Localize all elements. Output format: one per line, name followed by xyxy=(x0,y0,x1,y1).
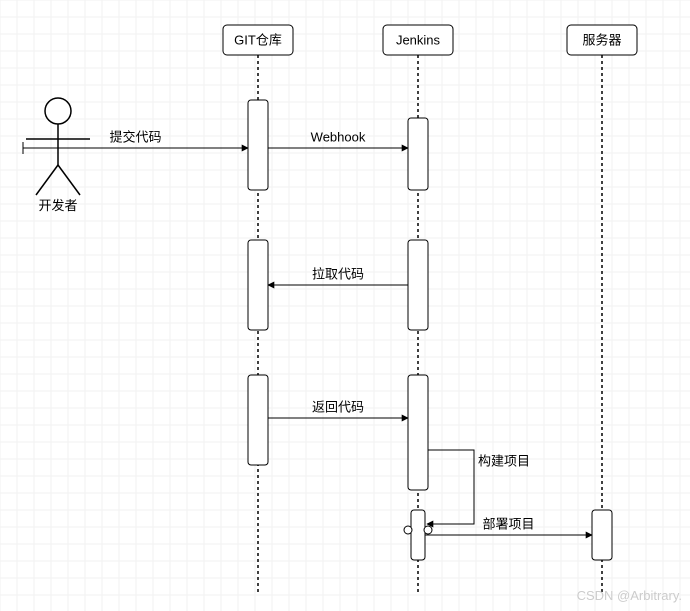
message-label-0: 提交代码 xyxy=(109,129,161,144)
activation-git-2 xyxy=(248,240,268,330)
activation-jenkins-5 xyxy=(408,375,428,490)
actor-label-dev: 开发者 xyxy=(38,198,77,213)
activation-jenkins-1 xyxy=(408,118,428,190)
activation-git-0 xyxy=(248,100,268,190)
message-label-1: Webhook xyxy=(311,129,366,144)
sequence-diagram: 开发者 GIT仓库 Jenkins 服务器 提交代码 Webhook 拉取代码返回代码部署… xyxy=(0,0,690,611)
activation-jenkins-6 xyxy=(411,510,425,560)
self-msg-end-circle xyxy=(424,526,432,534)
self-msg-start-circle xyxy=(404,526,412,534)
activations-group xyxy=(248,100,612,560)
background-grid xyxy=(0,0,690,611)
watermark: CSDN @Arbitrary. xyxy=(577,588,682,603)
message-label-2: 拉取代码 xyxy=(312,266,364,281)
message-label-4: 部署项目 xyxy=(482,516,534,531)
activation-jenkins-3 xyxy=(408,240,428,330)
actor-dev: 开发者 xyxy=(26,98,90,213)
lifeline-label-server: 服务器 xyxy=(582,32,621,47)
activation-git-4 xyxy=(248,375,268,465)
activation-server-7 xyxy=(592,510,612,560)
message-label-3: 返回代码 xyxy=(312,399,364,414)
watermark-text: CSDN @Arbitrary. xyxy=(577,588,682,603)
lifeline-label-git: GIT仓库 xyxy=(234,32,282,47)
messages-group: 提交代码 Webhook 拉取代码返回代码部署项目 构建项目 xyxy=(23,129,592,535)
lifeline-label-jenkins: Jenkins xyxy=(396,32,441,47)
message-4: 部署项目 xyxy=(425,516,592,535)
self-message-label: 构建项目 xyxy=(478,453,530,468)
